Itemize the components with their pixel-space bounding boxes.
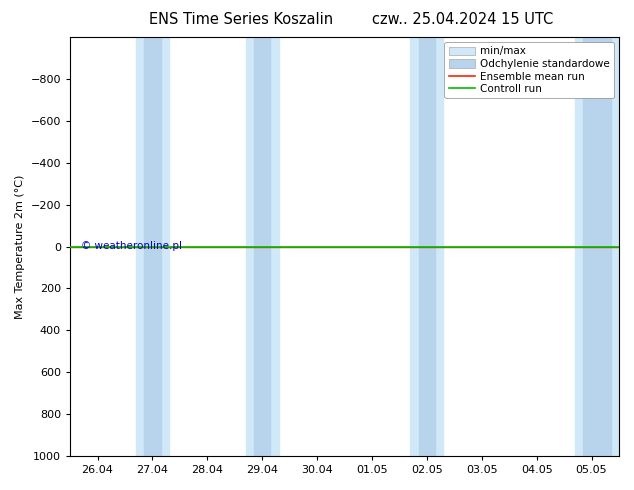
- Text: czw.. 25.04.2024 15 UTC: czw.. 25.04.2024 15 UTC: [372, 12, 553, 27]
- Bar: [144, 37, 160, 456]
- Legend: min/max, Odchylenie standardowe, Ensemble mean run, Controll run: min/max, Odchylenie standardowe, Ensembl…: [444, 42, 614, 98]
- Bar: [418, 37, 435, 456]
- Text: ENS Time Series Koszalin: ENS Time Series Koszalin: [149, 12, 333, 27]
- Bar: [583, 37, 611, 456]
- Bar: [575, 37, 619, 456]
- Bar: [136, 37, 169, 456]
- Bar: [246, 37, 279, 456]
- Y-axis label: Max Temperature 2m (°C): Max Temperature 2m (°C): [15, 174, 25, 318]
- Bar: [410, 37, 443, 456]
- Text: © weatheronline.pl: © weatheronline.pl: [81, 241, 182, 251]
- Bar: [254, 37, 271, 456]
